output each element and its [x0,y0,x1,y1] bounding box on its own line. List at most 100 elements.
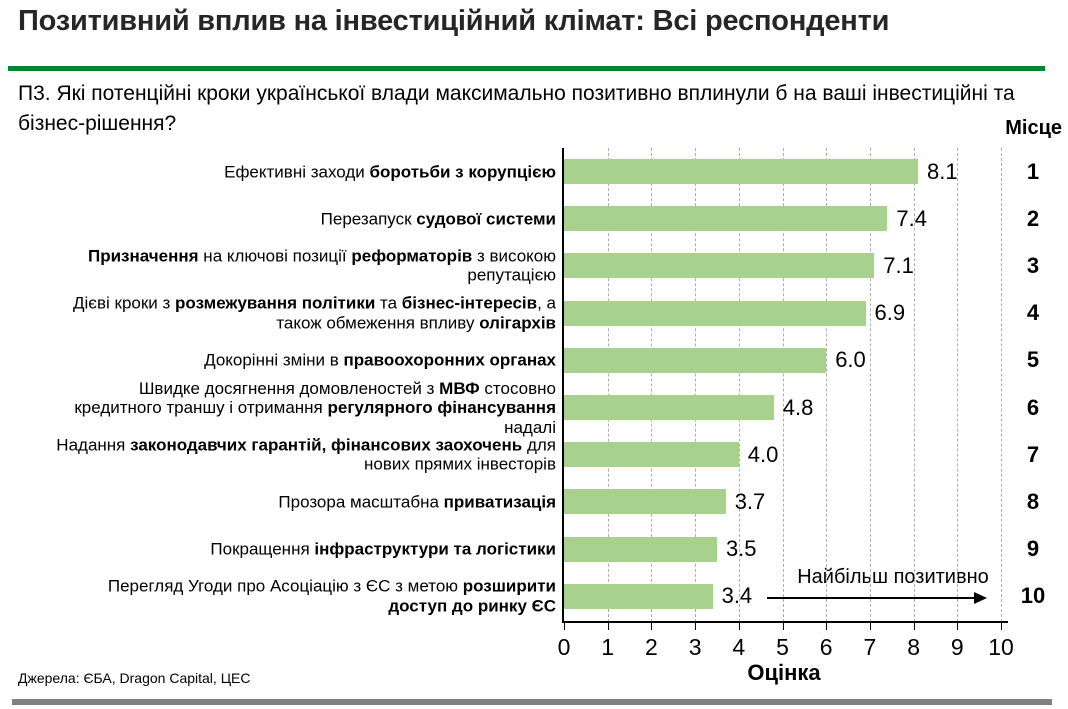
rank-column-header: Місце [1005,117,1062,139]
bar-label: Покращення інфраструктури та логістики [56,539,556,559]
axis-tick [695,623,697,630]
gridline [738,148,740,622]
question-text: П3. Які потенційні кроки української вла… [18,82,1015,135]
bar-label: Швидке досягнення домовленостей з МВФ ст… [56,378,556,437]
bar [564,489,726,515]
rank-number: 2 [1026,205,1040,231]
bar [564,536,717,562]
bar-label-segment: Швидке досягнення домовленостей з [138,378,440,398]
bar-label-segment: Надання [56,435,131,455]
gridline [782,148,784,622]
bar-value: 4.8 [782,394,814,420]
rank-number: 1 [1026,158,1040,184]
bar-label-bold-segment: розмежування політики [175,293,376,313]
bar-value: 7.4 [896,205,927,231]
axis-tick [738,623,740,630]
tick-label: 2 [644,634,658,660]
tick-label: 4 [732,634,746,660]
rank-number: 8 [1026,488,1040,514]
axis-tick [869,623,871,630]
bar [564,253,875,279]
gridline [913,148,915,622]
bar-label-segment: для нових прямих інвесторів [364,435,556,474]
tick-label: 7 [863,634,877,660]
bar-label-segment: Перегляд Угоди про Асоціацію з ЄС з мето… [107,576,463,596]
bar-label-segment: та [375,293,402,313]
rank-number: 6 [1026,394,1040,420]
bar-label: Докорінні зміни в правоохоронних органах [56,351,556,371]
bar-label-segment: Прозора масштабна [278,492,444,512]
bar-label-bold-segment: судової системи [416,208,556,228]
axis-tick [651,623,653,630]
source-note: Джерела: ЄБА, Dragon Capital, ЦЕС [18,670,251,686]
bar [564,300,866,326]
gridline [651,148,653,622]
axis-tick [607,623,609,630]
page-title: Позитивний вплив на інвестиційний клімат… [18,5,890,37]
bar-label-bold-segment: приватизація [443,492,556,512]
rank-number: 3 [1026,252,1040,278]
bar-label-bold-segment: боротьби з корупцією [369,161,557,181]
bar [564,583,713,609]
bar-value: 3.5 [725,536,757,562]
rank-number: 4 [1026,300,1040,326]
axis-tick [913,623,915,630]
gridline [957,148,959,622]
bar-label-segment: на ключові позиції [198,246,352,266]
bar [564,442,739,468]
annotation-arrowhead-icon [974,592,987,604]
bar-label-segment: Ефективні заходи [224,161,370,181]
bar-label-segment: , а також обмеження впливу [276,293,556,333]
axis-tick [1001,623,1002,630]
bar-label-bold-segment: реформаторів [351,246,473,266]
y-axis-line [562,148,564,623]
footer-bar [12,699,1052,705]
bar-label-segment: стосовно кредитного траншу і отримання [74,378,556,417]
bar-label-bold-segment: регулярного фінансування [327,397,556,417]
bar-label-bold-segment: бізнес-інтересів [401,293,538,313]
gridline [607,148,609,622]
bar-label-bold-segment: законодавчих гарантій, фінансових заохоч… [130,435,523,455]
bar-label-segment: Дієві кроки з [73,293,176,313]
bar-label-segment: Покращення [210,539,315,559]
tick-label: 6 [819,634,833,660]
bar-label: Перегляд Угоди про Асоціацію з ЄС з мето… [56,577,556,616]
tick-label: 0 [557,634,571,660]
bar-label-bold-segment: правоохоронних органах [343,350,556,370]
bar-value: 3.7 [734,488,766,514]
tick-label: 8 [907,634,920,660]
tick-label: 1 [601,634,615,660]
bar-label: Прозора масштабна приватизація [56,492,556,512]
tick-label: 9 [950,634,964,660]
bar-label-bold-segment: розширити доступ до ринку ЄС [388,576,556,616]
bar-label-bold-segment: олігархів [479,313,556,333]
bar-value: 7.1 [883,252,914,278]
bar-label-segment: Перезапуск [320,208,417,228]
x-axis-title: Оцінка [747,660,821,685]
gridline [826,148,828,622]
axis-tick [782,623,784,630]
axis-tick [826,623,828,630]
gridline [1001,148,1002,622]
annotation-label: Найбільш позитивно [797,566,989,588]
annotation-arrow [767,597,976,599]
rank-number: 9 [1026,536,1040,562]
bar-label-segment: надалі [504,417,556,437]
bar-value: 6.0 [835,347,866,373]
rank-number: 7 [1026,441,1040,467]
bar-value: 4.0 [747,441,779,467]
bar-label: Перезапуск судової системи [56,209,556,229]
bar-label: Ефективні заходи боротьби з корупцією [56,162,556,182]
bar-label: Призначення на ключові позиції реформато… [56,246,556,285]
bar-label-bold-segment: Призначення [87,246,199,266]
bar [564,395,774,420]
tick-label: 10 [988,634,1014,660]
tick-label: 3 [688,634,702,660]
bar-value: 3.4 [721,583,753,609]
x-axis-line [562,621,1008,623]
gridline [869,148,871,622]
bar-label-segment: Докорінні зміни в [204,350,344,370]
rank-number: 10 [1020,583,1046,609]
tick-label: 5 [776,634,789,660]
